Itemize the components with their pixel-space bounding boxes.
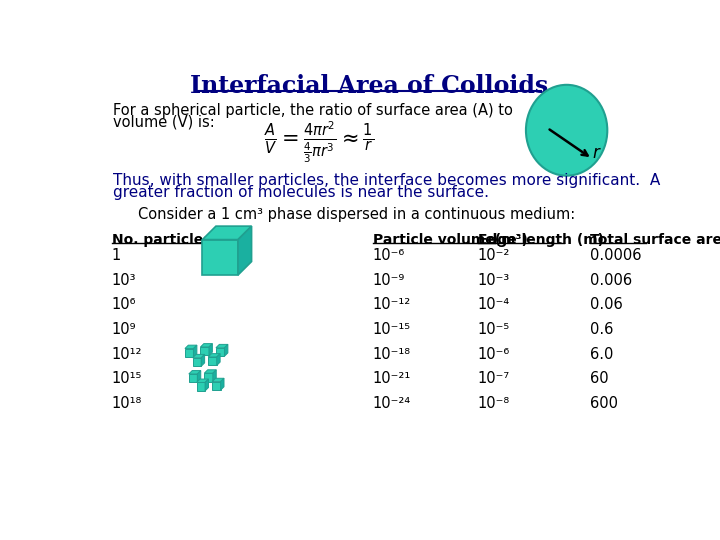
Text: 6.0: 6.0 xyxy=(590,347,613,362)
Text: Thus, with smaller particles, the interface becomes more significant.  A: Thus, with smaller particles, the interf… xyxy=(113,173,660,187)
Polygon shape xyxy=(200,343,212,347)
Text: For a spherical particle, the ratio of surface area (A) to: For a spherical particle, the ratio of s… xyxy=(113,103,513,118)
Text: 600: 600 xyxy=(590,396,618,411)
Text: 10⁻⁸: 10⁻⁸ xyxy=(477,396,510,411)
Text: 10⁻¹⁸: 10⁻¹⁸ xyxy=(373,347,411,362)
Text: 10⁻⁹: 10⁻⁹ xyxy=(373,273,405,288)
Polygon shape xyxy=(201,354,204,366)
Polygon shape xyxy=(202,226,251,240)
Text: Interfacial Area of Colloids: Interfacial Area of Colloids xyxy=(190,74,548,98)
Polygon shape xyxy=(209,343,212,355)
Text: 10³: 10³ xyxy=(112,273,136,288)
Polygon shape xyxy=(217,354,220,366)
Polygon shape xyxy=(185,345,197,348)
Polygon shape xyxy=(185,348,194,357)
Polygon shape xyxy=(225,345,228,356)
Text: greater fraction of molecules is near the surface.: greater fraction of molecules is near th… xyxy=(113,185,490,200)
Text: 10⁶: 10⁶ xyxy=(112,298,136,312)
Polygon shape xyxy=(204,373,213,382)
Text: 10¹⁸: 10¹⁸ xyxy=(112,396,142,411)
Polygon shape xyxy=(204,370,216,373)
Polygon shape xyxy=(220,378,224,390)
Text: 0.0006: 0.0006 xyxy=(590,248,642,263)
Polygon shape xyxy=(193,358,201,366)
Polygon shape xyxy=(216,348,225,356)
Text: 0.06: 0.06 xyxy=(590,298,623,312)
Text: $\frac{A}{V} = \frac{4\pi r^{2}}{\frac{4}{3}\pi r^{3}} \approx \frac{1}{r}$: $\frac{A}{V} = \frac{4\pi r^{2}}{\frac{4… xyxy=(264,120,374,165)
Ellipse shape xyxy=(526,85,607,176)
Text: 10⁻²: 10⁻² xyxy=(477,248,510,263)
Polygon shape xyxy=(216,345,228,348)
Text: 1: 1 xyxy=(112,248,121,263)
Text: 0.006: 0.006 xyxy=(590,273,632,288)
Text: 10⁹: 10⁹ xyxy=(112,322,136,337)
Text: Total surface area(m²): Total surface area(m²) xyxy=(590,233,720,247)
Text: 10⁻¹⁵: 10⁻¹⁵ xyxy=(373,322,411,337)
Polygon shape xyxy=(189,370,201,374)
Text: 10⁻¹²: 10⁻¹² xyxy=(373,298,411,312)
Text: 10¹⁵: 10¹⁵ xyxy=(112,372,142,386)
Text: 10⁻³: 10⁻³ xyxy=(477,273,510,288)
Polygon shape xyxy=(208,354,220,357)
Text: 0.6: 0.6 xyxy=(590,322,613,337)
Text: 10¹²: 10¹² xyxy=(112,347,142,362)
Text: Particle volume(m³): Particle volume(m³) xyxy=(373,233,528,247)
Text: 10⁻²⁴: 10⁻²⁴ xyxy=(373,396,411,411)
Text: Consider a 1 cm³ phase dispersed in a continuous medium:: Consider a 1 cm³ phase dispersed in a co… xyxy=(138,207,575,222)
Polygon shape xyxy=(193,354,204,358)
Polygon shape xyxy=(205,379,209,391)
Polygon shape xyxy=(212,382,220,390)
Polygon shape xyxy=(202,240,238,275)
Polygon shape xyxy=(189,374,197,382)
Polygon shape xyxy=(194,345,197,357)
Text: No. particles: No. particles xyxy=(112,233,211,247)
Polygon shape xyxy=(200,347,209,355)
Polygon shape xyxy=(197,382,205,391)
Text: 10⁻⁶: 10⁻⁶ xyxy=(373,248,405,263)
Text: 60: 60 xyxy=(590,372,608,386)
Text: 10⁻⁵: 10⁻⁵ xyxy=(477,322,510,337)
Text: 10⁻⁴: 10⁻⁴ xyxy=(477,298,510,312)
Text: volume (V) is:: volume (V) is: xyxy=(113,115,215,130)
Text: r: r xyxy=(593,144,599,163)
Polygon shape xyxy=(197,379,209,382)
Text: 10⁻⁶: 10⁻⁶ xyxy=(477,347,510,362)
Polygon shape xyxy=(213,370,216,382)
Text: 10⁻²¹: 10⁻²¹ xyxy=(373,372,411,386)
Polygon shape xyxy=(197,370,201,382)
Text: 10⁻⁷: 10⁻⁷ xyxy=(477,372,510,386)
Polygon shape xyxy=(208,357,217,366)
Polygon shape xyxy=(212,378,224,382)
Polygon shape xyxy=(238,226,251,275)
Text: Edge length (m): Edge length (m) xyxy=(477,233,603,247)
